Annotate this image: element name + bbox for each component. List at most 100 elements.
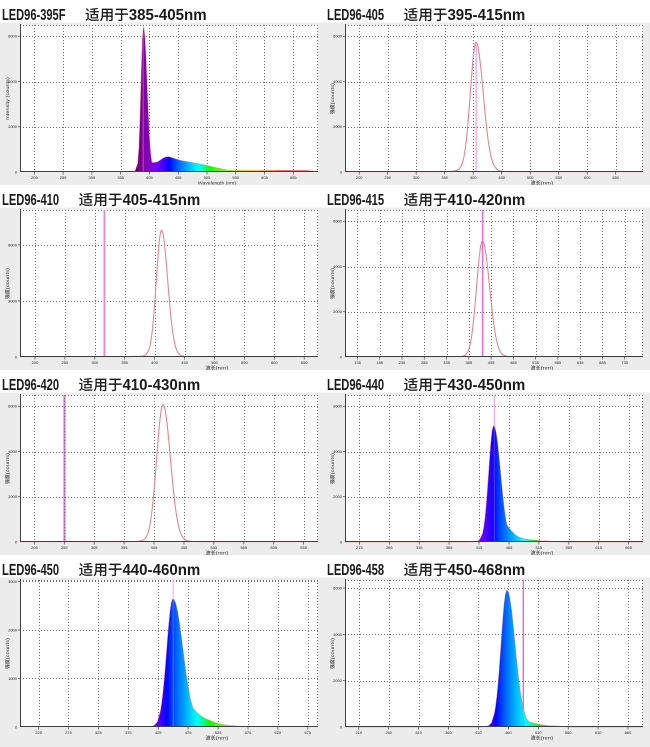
svg-text:LED96-405: LED96-405 xyxy=(327,7,384,24)
spectrum-fill xyxy=(151,599,241,727)
svg-text:275: 275 xyxy=(65,730,72,735)
svg-text:305: 305 xyxy=(91,545,98,550)
tick-labels: 210 260 310 360 410 460 510 560 610 660 2000 4000 60… xyxy=(333,586,632,736)
chart-panel: 215 265 315 365 415 465 515 565 615 665 2000 4000 60… xyxy=(325,370,650,555)
y-axis-label: Intensity (counts) xyxy=(5,76,10,120)
x-axis-label: (nm) xyxy=(205,365,229,370)
svg-text:475: 475 xyxy=(185,730,192,735)
svg-text:450: 450 xyxy=(498,175,505,180)
svg-text:LED96-410: LED96-410 xyxy=(2,192,59,209)
svg-text:LED96-450: LED96-450 xyxy=(2,562,59,579)
chart-title: LED96-458 450-468nm xyxy=(327,562,525,579)
svg-text:555: 555 xyxy=(232,175,239,180)
plot-area xyxy=(345,210,643,357)
svg-text:535: 535 xyxy=(532,360,539,365)
gridlines xyxy=(345,25,643,172)
x-axis-label: (nm) xyxy=(530,550,554,556)
svg-text:355: 355 xyxy=(117,175,124,180)
svg-text:655: 655 xyxy=(290,175,297,180)
axes xyxy=(20,24,318,172)
chart-panel: 135 185 235 285 335 385 435 485 535 585 635 685 735 2… xyxy=(325,185,650,370)
gridlines xyxy=(20,395,318,542)
gridlines xyxy=(345,395,643,542)
svg-text:435: 435 xyxy=(488,360,495,365)
svg-text:2000: 2000 xyxy=(333,494,343,499)
svg-text:2000: 2000 xyxy=(8,627,18,632)
svg-text:350: 350 xyxy=(121,360,128,365)
svg-text:405: 405 xyxy=(146,175,153,180)
chart-title: LED96-395F 385-405nm xyxy=(2,7,207,24)
svg-text:6000: 6000 xyxy=(333,404,343,409)
y-axis-label: (counts) xyxy=(330,267,335,299)
svg-text:2000: 2000 xyxy=(333,124,343,129)
svg-text:0: 0 xyxy=(340,354,343,359)
svg-text:355: 355 xyxy=(121,545,128,550)
svg-text:LED96-415: LED96-415 xyxy=(327,192,384,209)
svg-text:310: 310 xyxy=(415,730,422,735)
chart-title: LED96-420 410-430nm xyxy=(2,377,200,394)
axes xyxy=(20,209,318,357)
y-axis-label: (counts) xyxy=(5,267,10,299)
svg-text:0: 0 xyxy=(15,539,18,544)
svg-text:365: 365 xyxy=(446,545,453,550)
svg-text:635: 635 xyxy=(577,360,584,365)
svg-text:6000: 6000 xyxy=(333,219,343,224)
svg-text:655: 655 xyxy=(300,545,307,550)
svg-text:625: 625 xyxy=(275,730,282,735)
spectrum-chart: 210 260 310 360 410 460 510 560 610 660 2000 4000 60… xyxy=(325,562,650,747)
spectrum-chart: 135 185 235 285 335 385 435 485 535 585 635 685 735 2… xyxy=(325,192,650,370)
svg-text:550: 550 xyxy=(555,175,562,180)
svg-text:255: 255 xyxy=(61,545,68,550)
svg-text:215: 215 xyxy=(356,545,363,550)
svg-text:0: 0 xyxy=(15,724,18,729)
tick-labels: 205 255 305 355 405 455 505 555 605 655 2000 4000 60… xyxy=(8,34,297,180)
svg-text:2000: 2000 xyxy=(8,124,18,129)
y-axis-label: (counts) xyxy=(5,637,10,669)
svg-text:LED96-458: LED96-458 xyxy=(327,562,384,579)
spectrum-chart: 225 275 325 375 425 475 525 575 625 675 1000 2000 30… xyxy=(0,562,325,747)
svg-text:Wavelength (nm): Wavelength (nm) xyxy=(198,181,237,186)
svg-text:335: 335 xyxy=(443,360,450,365)
svg-text:385: 385 xyxy=(465,360,472,365)
svg-text:410-430nm: 410-430nm xyxy=(122,377,200,394)
plot-area xyxy=(20,25,318,172)
svg-text:600: 600 xyxy=(584,175,591,180)
svg-text:4000: 4000 xyxy=(333,264,343,269)
x-axis-label: (nm) xyxy=(205,735,229,741)
svg-text:(counts): (counts) xyxy=(330,82,335,104)
axes xyxy=(345,394,643,542)
axes xyxy=(20,394,318,542)
svg-text:0: 0 xyxy=(340,724,343,729)
svg-text:360: 360 xyxy=(445,730,452,735)
y-axis-label: (counts) xyxy=(330,82,335,114)
svg-text:505: 505 xyxy=(211,545,218,550)
svg-text:260: 260 xyxy=(385,730,392,735)
svg-text:610: 610 xyxy=(595,730,602,735)
plot-area xyxy=(345,25,643,172)
chart-title: LED96-415 410-420nm xyxy=(327,192,525,209)
svg-text:605: 605 xyxy=(261,175,268,180)
svg-text:6000: 6000 xyxy=(8,242,18,247)
svg-text:450-468nm: 450-468nm xyxy=(447,562,525,579)
svg-text:735: 735 xyxy=(621,360,628,365)
svg-text:650: 650 xyxy=(612,175,619,180)
svg-text:250: 250 xyxy=(384,175,391,180)
spectrum-chart: 200 250 300 350 400 450 500 550 600 650300060000 … xyxy=(0,192,325,370)
svg-text:555: 555 xyxy=(240,545,247,550)
svg-text:450: 450 xyxy=(181,360,188,365)
svg-text:575: 575 xyxy=(245,730,252,735)
svg-text:605: 605 xyxy=(270,545,277,550)
svg-text:2000: 2000 xyxy=(333,309,343,314)
chart-title: LED96-405 395-415nm xyxy=(327,7,525,24)
svg-text:3000: 3000 xyxy=(8,298,18,303)
svg-text:505: 505 xyxy=(204,175,211,180)
svg-text:465: 465 xyxy=(506,545,513,550)
svg-text:210: 210 xyxy=(355,730,362,735)
x-axis-label: (nm) xyxy=(205,550,229,555)
svg-text:135: 135 xyxy=(354,360,361,365)
svg-text:(nm): (nm) xyxy=(541,551,554,556)
svg-text:0: 0 xyxy=(340,539,343,544)
tick-labels: 135 185 235 285 335 385 435 485 535 585 635 685 735 2… xyxy=(333,219,629,365)
svg-text:375: 375 xyxy=(125,730,132,735)
svg-text:205: 205 xyxy=(31,175,38,180)
